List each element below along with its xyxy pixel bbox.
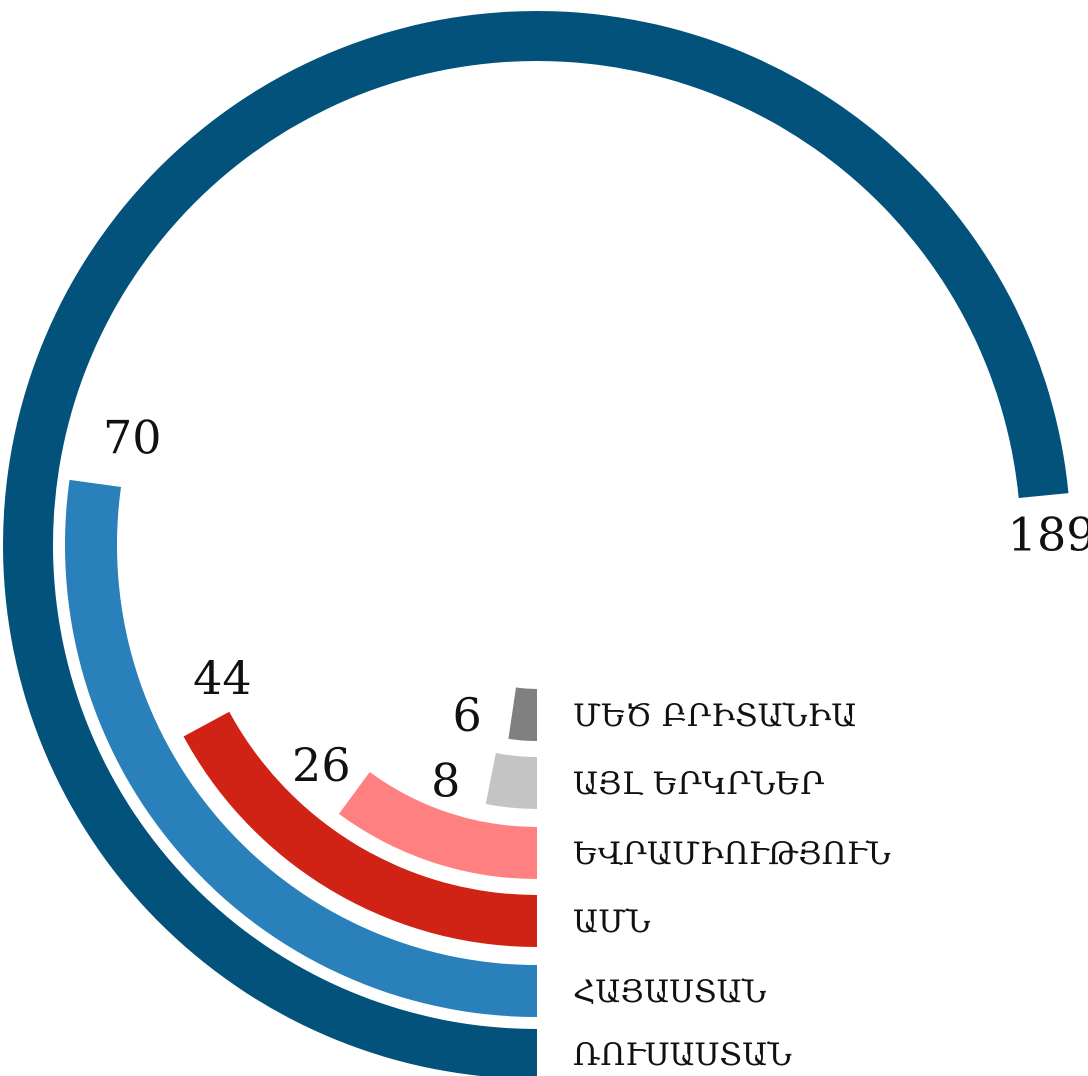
category-label-ՀԱՅԱՍՏԱՆ: ՀԱՅԱՍՏԱՆ — [573, 974, 767, 1010]
bar-ԱՄՆ — [183, 711, 537, 947]
value-label-ՀԱՅԱՍՏԱՆ: 70 — [103, 410, 162, 464]
bar-ԵՎՐԱՄԻՈՒԹՅՈՒՆ — [338, 772, 537, 879]
value-label-ՄԵԾ-ԲՐԻՏԱՆԻԱ: 6 — [453, 688, 482, 742]
bar-ՀԱՅԱՍՏԱՆ — [65, 479, 537, 1017]
category-labels: ՌՈՒՍԱՍՏԱՆ ՀԱՅԱՍՏԱՆ ԱՄՆ ԵՎՐԱՄԻՈՒԹՅՈՒՆ ԱՅԼ ԵՐԿ… — [573, 698, 891, 1073]
value-label-ԱՄՆ: 44 — [193, 651, 252, 705]
bar-ՄԵԾ-ԲՐԻՏԱՆԻԱ — [508, 687, 537, 741]
category-label-ԵՎՐԱՄԻՈՒԹՅՈՒՆ: ԵՎՐԱՄԻՈՒԹՅՈՒՆ — [573, 836, 891, 872]
value-labels: 189 70 44 26 8 6 — [103, 410, 1088, 807]
category-label-ՄԵԾ-ԲՐԻՏԱՆԻԱ: ՄԵԾ ԲՐԻՏԱՆԻԱ — [573, 698, 856, 734]
category-label-ՌՈՒՍԱՍՏԱՆ: ՌՈՒՍԱՍՏԱՆ — [573, 1037, 792, 1073]
value-label-ԵՎՐԱՄԻՈՒԹՅՈՒՆ: 26 — [292, 738, 351, 792]
value-label-ԱՅԼ-ԵՐԿՐՆԵՐ: 8 — [431, 753, 460, 807]
bar-arcs — [3, 11, 1069, 1076]
bar-ԱՅԼ-ԵՐԿՐՆԵՐ — [485, 752, 537, 809]
category-label-ԱՅԼ-ԵՐԿՐՆԵՐ: ԱՅԼ ԵՐԿՐՆԵՐ — [573, 766, 824, 802]
value-label-ՌՈՒՍԱՍՏԱՆ: 189 — [1008, 508, 1088, 562]
category-label-ԱՄՆ: ԱՄՆ — [573, 904, 651, 940]
